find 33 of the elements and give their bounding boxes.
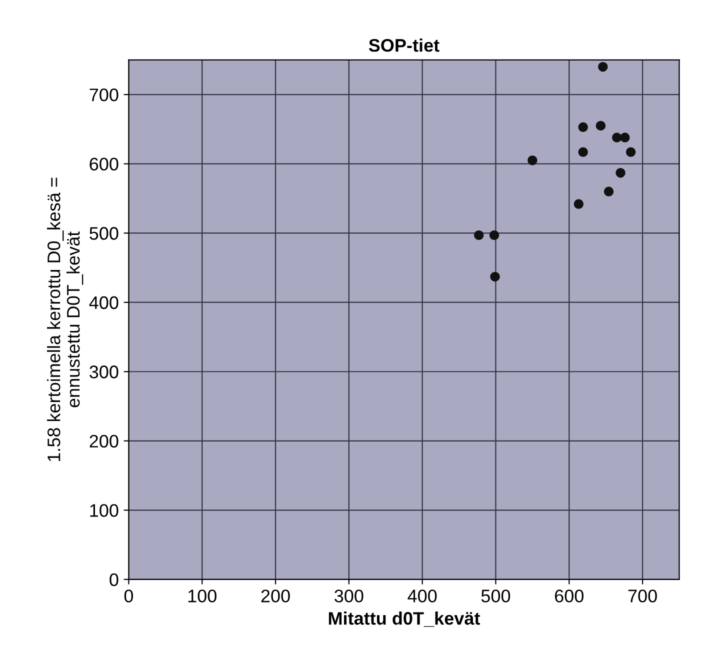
x-tick-label: 400 bbox=[408, 590, 437, 602]
y-tick-label: 100 bbox=[90, 504, 118, 517]
point bbox=[620, 132, 630, 142]
point bbox=[596, 120, 606, 131]
y-tick-label: 300 bbox=[90, 366, 118, 378]
x-tick-label: 0 bbox=[124, 590, 134, 602]
x-tick-label: 300 bbox=[334, 590, 364, 602]
point bbox=[490, 272, 500, 282]
y-tick-label: 200 bbox=[90, 434, 118, 448]
x-axis-title: Mitattu d0T_kevät bbox=[328, 612, 480, 627]
y-tick-label: 0 bbox=[110, 573, 118, 586]
point bbox=[474, 230, 484, 240]
x-tick-label: 700 bbox=[628, 590, 657, 602]
x-tick-label: 500 bbox=[481, 590, 510, 602]
y-tick-label: 500 bbox=[90, 227, 118, 240]
point bbox=[626, 147, 636, 157]
y-tick-label: 400 bbox=[89, 296, 118, 310]
y-tick-label: 700 bbox=[90, 88, 118, 102]
x-tick-label: 600 bbox=[554, 590, 584, 602]
chart-title: SOP-tiet bbox=[368, 38, 440, 52]
point bbox=[489, 230, 500, 240]
point bbox=[578, 147, 588, 157]
point bbox=[598, 62, 608, 72]
y-axis-title: 1.58 kertoimella kerrottu D0_kesä = ennustettu D0T_kevät bbox=[47, 178, 84, 462]
y-tick-label: 600 bbox=[90, 158, 118, 171]
point bbox=[616, 168, 626, 178]
point bbox=[612, 132, 622, 142]
point bbox=[528, 156, 538, 166]
point bbox=[578, 122, 588, 132]
x-tick-label: 200 bbox=[261, 590, 290, 602]
x-tick-label: 100 bbox=[188, 590, 216, 602]
point bbox=[574, 199, 584, 209]
point bbox=[604, 186, 614, 196]
